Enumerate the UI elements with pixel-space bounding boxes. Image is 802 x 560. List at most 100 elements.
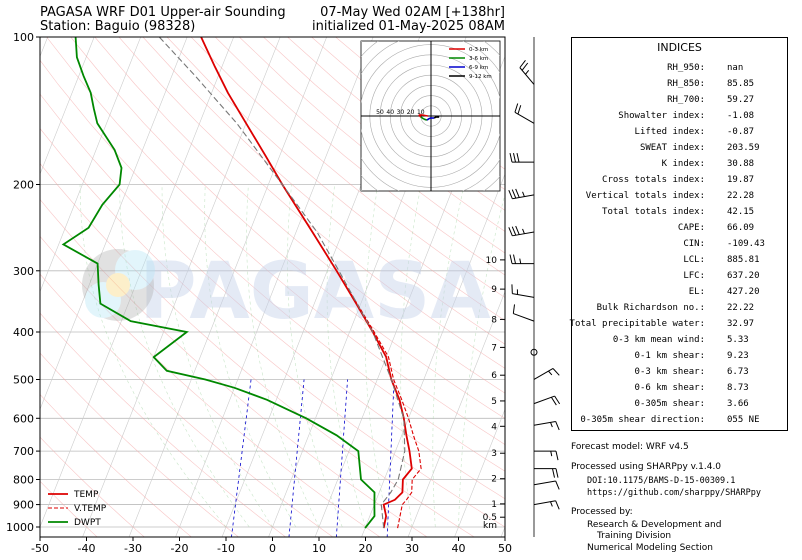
- dry-adiabat: [40, 312, 287, 537]
- barb-flag: [555, 480, 560, 490]
- index-value: 42.15: [727, 207, 755, 217]
- index-value: 3.66: [727, 399, 749, 409]
- wind-barb: [530, 348, 538, 356]
- dry-adiabat: [94, 37, 505, 394]
- index-row: 0-3 km mean wind: 5.33: [572, 335, 789, 351]
- index-value: 203.59: [727, 143, 760, 153]
- p-tick-label: 600: [13, 412, 34, 425]
- legend-label: V.TEMP: [74, 504, 107, 514]
- index-label: RH_700:: [667, 95, 705, 105]
- barb-flag: [512, 304, 516, 314]
- dry-adiabat: [46, 37, 505, 445]
- p-tick-label: 700: [13, 445, 34, 458]
- barb-flag: [555, 421, 560, 431]
- index-row: Total precipitable water: 32.97: [570, 319, 789, 335]
- barb-half-flag: [525, 70, 530, 75]
- p-tick-label: 200: [13, 179, 34, 192]
- barb-flag: [555, 468, 559, 478]
- indices-title: INDICES: [657, 41, 702, 54]
- index-row: 0-6 km shear: 8.73: [572, 383, 789, 399]
- wind-barb: [533, 420, 560, 431]
- index-value: 66.09: [727, 223, 755, 233]
- index-value: 885.81: [727, 255, 760, 265]
- legend-label: DWPT: [74, 518, 101, 528]
- barb-flag: [519, 60, 526, 68]
- moist-adiabat: [326, 184, 366, 528]
- hodograph-trace: [423, 118, 428, 121]
- height-tick-label: 2: [491, 475, 497, 485]
- hodograph: 50 40 30 20 10 0-3 km 3-6 km 6-9 km 9-12 km: [360, 40, 501, 192]
- index-label: RH_850:: [667, 79, 705, 89]
- mixing-ratio-line: [231, 379, 252, 537]
- footer-doi: DOI:10.1175/BAMS-D-15-00309.1: [587, 476, 736, 486]
- hodograph-legend-label: 3-6 km: [469, 56, 488, 62]
- footer-org-2: Training Division: [597, 531, 672, 541]
- index-label: 0-6 km shear:: [634, 383, 705, 393]
- dry-adiabat: [40, 198, 428, 537]
- index-row: Bulk Richardson no.: 22.22: [572, 303, 789, 319]
- height-tick-label: 3: [491, 449, 497, 459]
- wind-barb: [511, 284, 535, 298]
- dry-adiabat: [70, 37, 505, 419]
- moist-adiabat: [458, 193, 505, 528]
- barb-flag: [509, 254, 513, 264]
- dry-adiabat: [40, 352, 240, 537]
- hodograph-trace: [424, 114, 429, 117]
- moist-adiabat: [161, 184, 273, 528]
- moist-adiabat: [246, 184, 320, 528]
- index-label: RH_950:: [667, 63, 705, 73]
- barb-staff: [512, 194, 535, 200]
- dry-adiabat: [142, 37, 505, 345]
- barb-staff: [513, 313, 535, 322]
- barb-half-flag: [522, 191, 525, 197]
- barb-flag: [514, 103, 519, 113]
- title-left-1: PAGASA WRF D01 Upper-air Sounding: [40, 5, 286, 20]
- p-tick-label: 400: [13, 326, 34, 339]
- barb-flag: [515, 225, 520, 235]
- barb-half-flag: [519, 258, 522, 264]
- barb-flag: [509, 152, 513, 163]
- index-label: SWEAT index:: [639, 143, 705, 153]
- footer-url[interactable]: https://github.com/sharppy/SHARPpy: [587, 488, 761, 498]
- height-tick-label: 6: [491, 371, 497, 381]
- x-tick-label: 40: [452, 542, 466, 555]
- barb-flag: [550, 397, 557, 406]
- mixing-ratio-line: [335, 379, 348, 537]
- barb-flag: [516, 152, 520, 163]
- mixing-ratio-line: [288, 379, 305, 537]
- height-tick-label: 1: [491, 500, 497, 510]
- barb-staff: [533, 500, 556, 506]
- isotherm: [0, 37, 1, 537]
- p-tick-label: 100: [13, 31, 34, 44]
- hodograph-trace: [433, 116, 437, 119]
- height-tick-label: 7: [491, 343, 497, 353]
- series-line-vtemp: [200, 37, 422, 529]
- index-label: Bulk Richardson no.:: [596, 303, 705, 313]
- isotherm: [175, 37, 374, 537]
- index-label: 0-3 km shear:: [634, 367, 705, 377]
- wind-barb: [534, 468, 559, 478]
- wind-barb: [533, 500, 560, 510]
- barb-staff: [512, 293, 535, 298]
- dry-adiabat: [40, 163, 475, 537]
- dry-adiabat: [40, 393, 192, 537]
- index-label: LCL:: [683, 255, 705, 265]
- index-value: 6.73: [727, 367, 749, 377]
- dry-adiabat: [40, 93, 505, 500]
- x-tick-label: -30: [124, 542, 142, 555]
- index-label: LFC:: [683, 271, 705, 281]
- height-tick-label: 0.5: [483, 513, 497, 523]
- title-right-1: 07-May Wed 02AM [+138hr]: [320, 5, 505, 20]
- index-value: -0.87: [727, 127, 755, 137]
- x-tick-label: -50: [31, 542, 49, 555]
- isotherm: [82, 37, 281, 537]
- barb-staff: [512, 231, 535, 237]
- dry-adiabat: [40, 273, 334, 537]
- isotherm: [40, 37, 234, 528]
- isotherm: [500, 526, 505, 537]
- isotherm: [40, 37, 48, 58]
- barb-flag: [517, 105, 522, 115]
- index-row: LCL: 885.81: [572, 255, 789, 271]
- index-row: Total totals index: 42.15: [572, 207, 789, 223]
- height-tick-label: 9: [491, 285, 497, 295]
